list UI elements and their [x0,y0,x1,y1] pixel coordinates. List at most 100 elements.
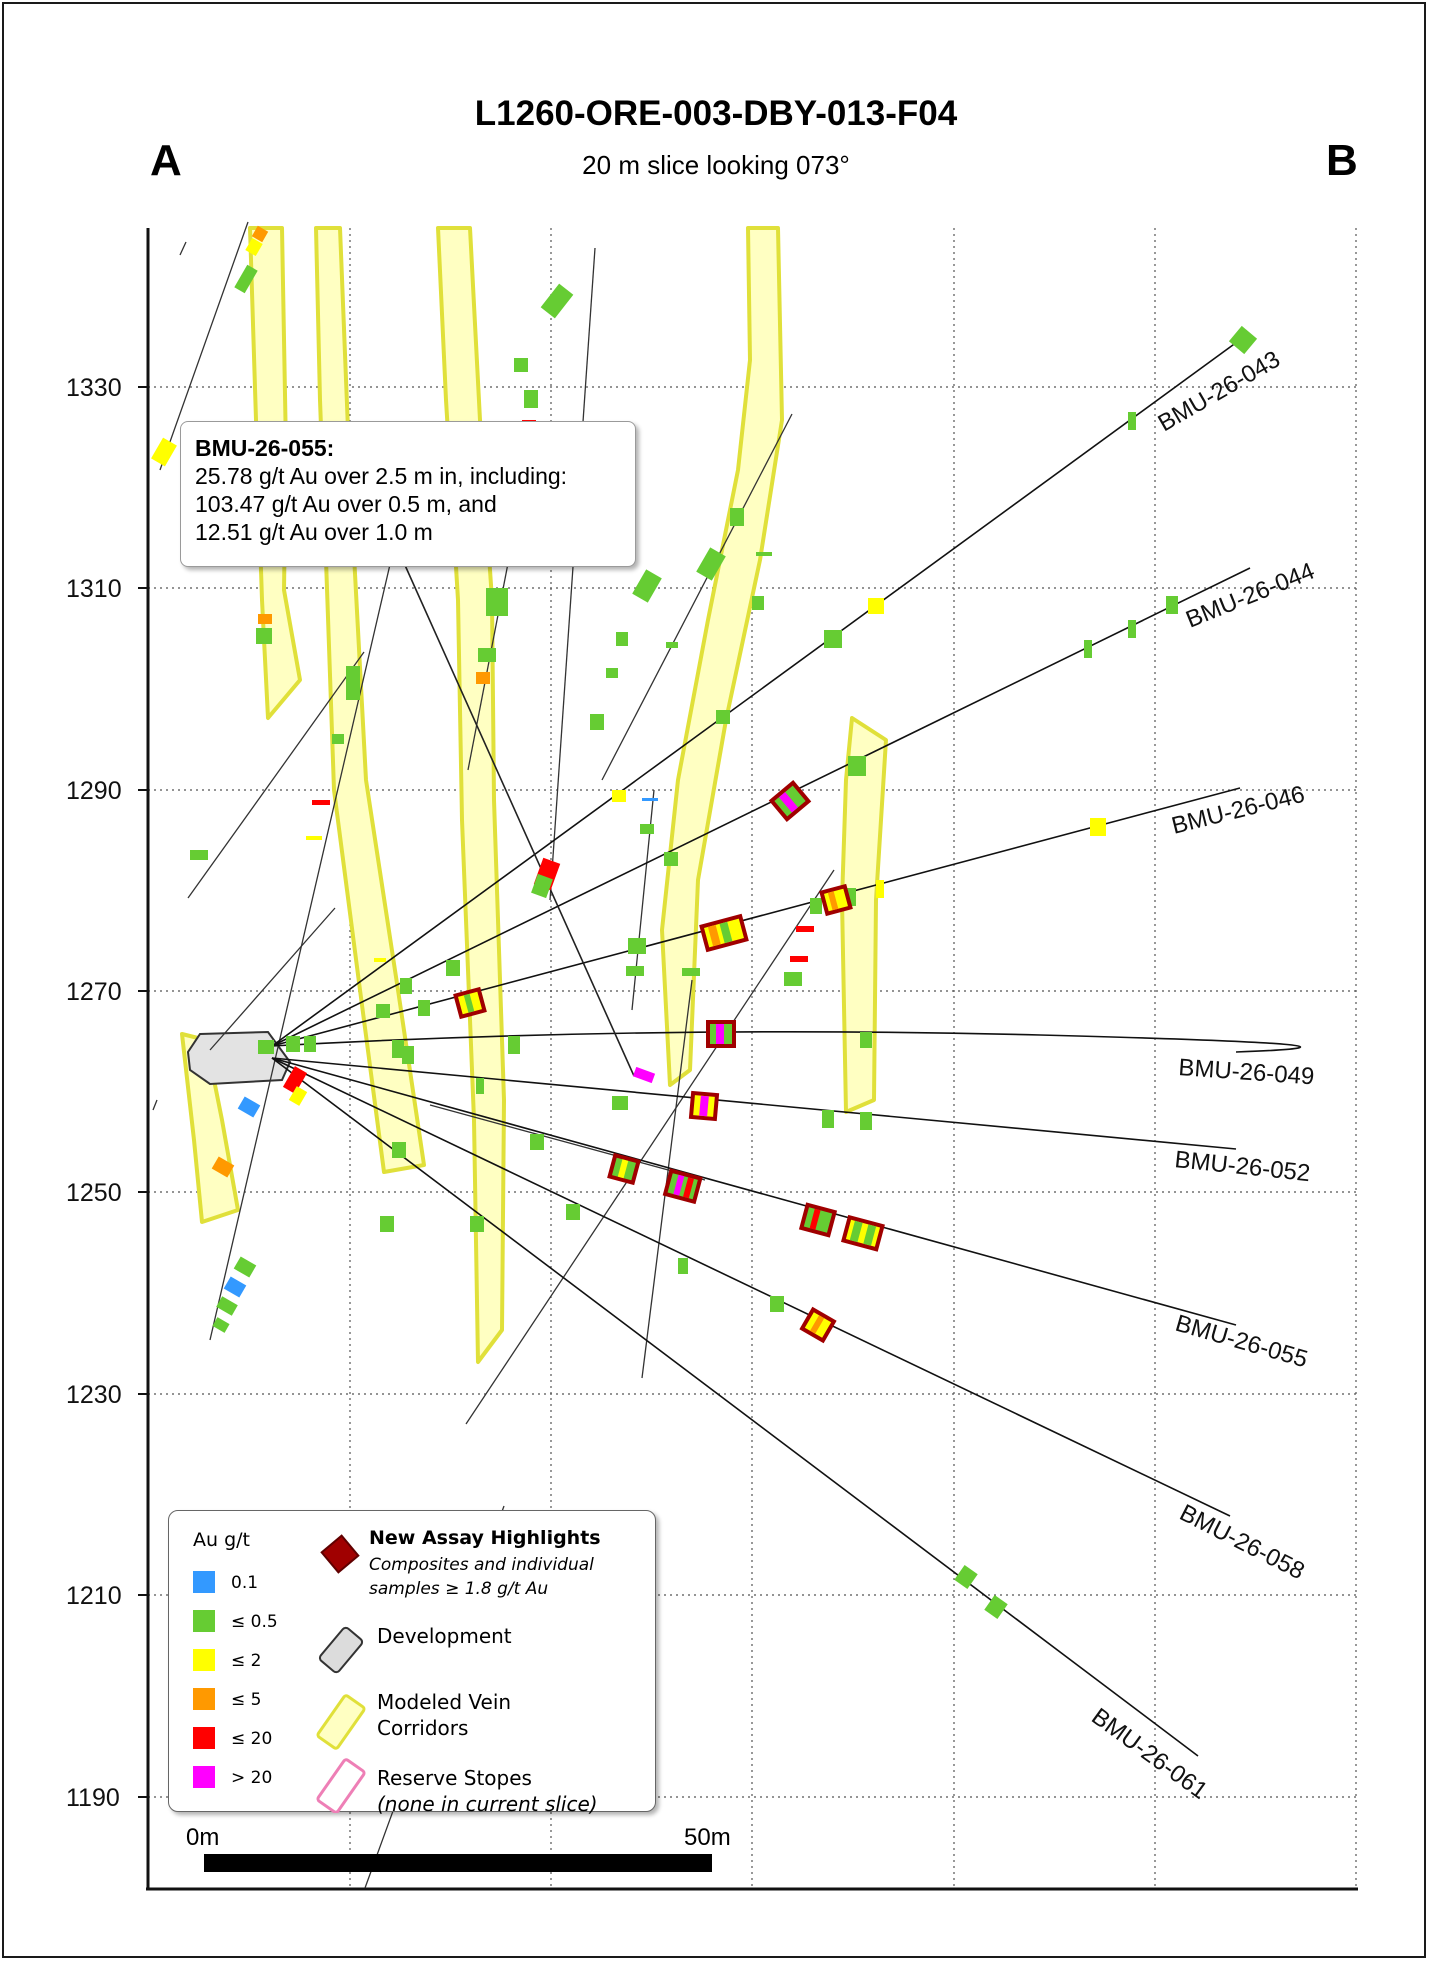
hole-label-046: BMU-26-046 [1169,781,1308,840]
elevation-label-1310: 1310 [66,575,122,603]
assay-interval [402,1046,414,1064]
assay-interval [190,850,208,860]
elevation-label-1190: 1190 [66,1784,120,1812]
assay-interval [374,958,386,962]
assay-interval [790,956,808,962]
highlight-marker [798,1202,838,1238]
assay-interval [606,668,618,678]
elevation-label-1330: 1330 [66,374,122,402]
assay-interval [392,1040,404,1058]
assay-interval [868,598,884,614]
assay-interval [151,437,177,467]
vein-legend-label: Modeled Vein Corridors [377,1690,512,1740]
vein-corridor [840,716,888,1114]
intercept-callout: BMU-26-055: 25.78 g/t Au over 2.5 m in, … [180,421,636,567]
highlight-marker [607,1152,641,1186]
assay-interval [860,1112,872,1130]
scale-end-label: 50m [684,1824,731,1851]
assay-interval [256,628,272,644]
assay-interval [1166,596,1178,614]
callout-hole: BMU-26-055: [195,435,335,461]
vein-corridor [436,226,506,1364]
assay-interval [233,1256,257,1278]
assay-interval [1128,412,1136,430]
assay-interval [446,960,460,976]
assay-interval [212,1317,230,1333]
assay-interval [376,1004,390,1018]
assay-interval [770,1296,784,1312]
grade-swatch [193,1649,215,1671]
scale-start-label: 0m [186,1824,220,1851]
assay-interval [984,1595,1008,1619]
highlights-legend-subtitle: Composites and individual samples ≥ 1.8 … [369,1555,594,1599]
assay-interval [478,648,496,662]
callout-line-2: 103.47 g/t Au over 0.5 m, and [195,491,497,517]
assay-interval [682,968,700,976]
assay-interval [237,1096,261,1118]
assay-interval [730,508,744,526]
grade-label: ≤ 20 [231,1729,273,1749]
grade-label: 0.1 [231,1573,259,1593]
figure-title: L1260-ORE-003-DBY-013-F04 [474,94,958,133]
grade-swatch [193,1571,215,1593]
assay-interval [211,1156,235,1178]
assay-interval [418,1000,430,1016]
callout-line-1: 25.78 g/t Au over 2.5 m in, including: [195,463,568,489]
development-legend-label: Development [377,1624,512,1648]
elevation-label-1230: 1230 [66,1381,122,1409]
assay-interval [822,1110,834,1128]
scale-bar [204,1854,712,1872]
stope-legend-note: (none in current slice) [377,1792,598,1816]
vein-legend-icon [316,1694,366,1750]
elevation-label-1270: 1270 [66,978,122,1006]
assay-interval [1228,325,1258,355]
assay-interval [251,225,269,243]
assay-interval [810,898,822,914]
hole-label-055: BMU-26-055 [1172,1310,1310,1373]
assay-interval [312,800,330,805]
y-ticks [138,386,148,1798]
section-end-b: B [1326,136,1358,185]
stope-legend-icon [316,1758,366,1813]
assay-interval [531,873,553,899]
assay-interval [612,790,626,802]
assay-interval [846,888,856,906]
assay-interval [666,642,678,648]
assay-interval [626,966,644,976]
assay-interval [678,1258,688,1274]
highlight-marker [840,1214,885,1252]
assay-interval [288,1086,308,1106]
elevation-label-1290: 1290 [66,777,122,805]
assay-interval [380,1216,394,1232]
legend: Au g/t 0.1 ≤ 0.5 ≤ 2 ≤ 5 ≤ 20 > 20 New A… [168,1510,656,1816]
highlight-marker [768,779,812,823]
assay-interval [258,614,272,624]
grade-label: ≤ 5 [231,1690,262,1710]
hole-label-058: BMU-26-058 [1175,1499,1308,1585]
assay-interval [476,672,490,684]
highlight-marker [706,1020,736,1048]
grade-label: > 20 [231,1768,273,1788]
development-legend-icon [318,1626,364,1674]
legend-heading: Au g/t [193,1529,250,1551]
assay-interval [848,756,866,776]
assay-interval [566,1204,580,1220]
assay-interval [954,1565,978,1589]
assay-interval [476,1078,484,1094]
assay-interval [1128,620,1136,638]
hole-label-049: BMU-26-049 [1178,1054,1316,1090]
assay-interval [530,1134,544,1150]
assay-interval [286,1036,300,1052]
assay-interval [1084,640,1092,658]
assay-interval [332,734,344,744]
assay-interval [612,1096,628,1110]
assay-interval [514,358,528,372]
hole-label-044: BMU-26-044 [1182,558,1318,634]
assay-interval [616,632,628,646]
legend-symbols [316,1534,366,1813]
assay-interval [282,1066,308,1094]
assay-interval [392,1142,406,1158]
assay-interval [796,926,814,932]
assay-interval [486,588,508,616]
